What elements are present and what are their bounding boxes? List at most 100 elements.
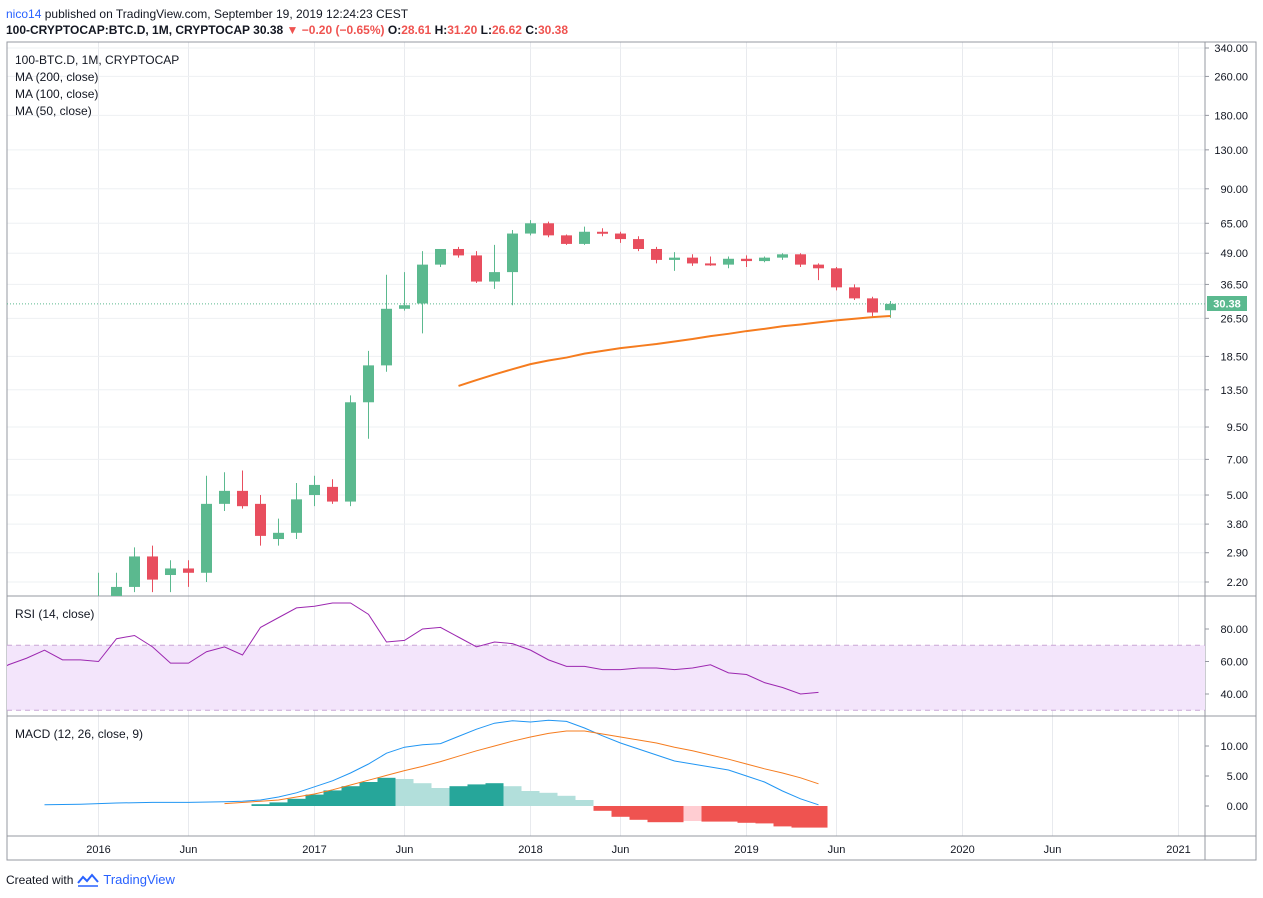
rsi-pane[interactable] bbox=[0, 602, 1205, 711]
candle-body bbox=[129, 556, 140, 587]
price-label-bg bbox=[1207, 296, 1247, 311]
macd-label: MACD (12, 26, close, 9) bbox=[15, 727, 143, 741]
x-tick-label: 2018 bbox=[518, 844, 542, 856]
author-link[interactable]: nico14 bbox=[6, 7, 42, 21]
macd-histogram-bar bbox=[593, 806, 612, 811]
low-label: L: bbox=[480, 23, 492, 37]
close-value: 30.38 bbox=[538, 23, 569, 37]
macd-histogram-bar bbox=[359, 782, 378, 806]
candle-body bbox=[219, 490, 230, 504]
candle-body bbox=[111, 586, 122, 596]
rsi-tick-label: 80.00 bbox=[1220, 624, 1248, 636]
candle-body bbox=[471, 255, 482, 282]
candle-body bbox=[561, 235, 572, 244]
x-tick-label: 2019 bbox=[734, 844, 758, 856]
candle-body bbox=[363, 365, 374, 403]
candle-body bbox=[885, 303, 896, 311]
x-tick-label: 2021 bbox=[1166, 844, 1190, 856]
candle-body bbox=[759, 257, 770, 262]
pane-frames bbox=[6, 41, 1257, 861]
macd-histogram-bar bbox=[773, 806, 792, 827]
candle-body bbox=[507, 233, 518, 273]
macd-histogram-bar bbox=[503, 786, 522, 806]
y-tick-label: 2.20 bbox=[1227, 577, 1248, 589]
open-value: 28.61 bbox=[401, 23, 432, 37]
candle-body bbox=[255, 503, 266, 536]
last-price: 30.38 bbox=[253, 23, 284, 37]
macd-histogram-bar bbox=[431, 788, 450, 806]
candle-body bbox=[399, 305, 410, 309]
macd-pane[interactable] bbox=[44, 719, 828, 828]
chart-header: nico14 published on TradingView.com, Sep… bbox=[6, 6, 568, 38]
candle-body bbox=[165, 568, 176, 576]
candle-body bbox=[813, 264, 824, 269]
x-tick-label: Jun bbox=[1044, 844, 1062, 856]
candle-body bbox=[669, 257, 680, 260]
signal-line bbox=[224, 730, 819, 805]
symbol-line: 100-CRYPTOCAP:BTC.D, 1M, CRYPTOCAP bbox=[6, 23, 250, 37]
legend-ma50: MA (50, close) bbox=[15, 104, 92, 118]
macd-histogram-bar bbox=[485, 783, 504, 806]
candle-body bbox=[777, 254, 788, 258]
close-label: C: bbox=[525, 23, 538, 37]
x-tick-label: Jun bbox=[612, 844, 630, 856]
macd-histogram-bar bbox=[719, 806, 738, 822]
candle-body bbox=[705, 263, 716, 266]
macd-histogram-bar bbox=[467, 784, 486, 806]
low-value: 26.62 bbox=[491, 23, 522, 37]
macd-histogram-bar bbox=[305, 794, 324, 806]
candle-body bbox=[849, 287, 860, 299]
high-label: H: bbox=[434, 23, 448, 37]
y-tick-label: 36.50 bbox=[1220, 279, 1248, 291]
candle-body bbox=[147, 556, 158, 580]
footer: Created with TradingView bbox=[6, 872, 175, 887]
x-tick-label: 2016 bbox=[86, 844, 110, 856]
down-arrow-icon: ▼ bbox=[286, 23, 299, 37]
x-tick-label: 2017 bbox=[302, 844, 326, 856]
candle-body bbox=[741, 258, 752, 262]
rsi-tick-label: 40.00 bbox=[1220, 689, 1248, 701]
candle-body bbox=[543, 223, 554, 236]
rsi-label: RSI (14, close) bbox=[15, 607, 94, 621]
y-tick-label: 13.50 bbox=[1220, 385, 1248, 397]
macd-histogram-bar bbox=[665, 806, 684, 823]
candle-body bbox=[201, 503, 212, 573]
y-tick-label: 3.80 bbox=[1227, 519, 1248, 531]
candle-body bbox=[237, 490, 248, 507]
macd-histogram-bar bbox=[755, 806, 774, 824]
legend-symbol: 100-BTC.D, 1M, CRYPTOCAP bbox=[15, 53, 179, 67]
x-tick-label: Jun bbox=[180, 844, 198, 856]
y-tick-label: 7.00 bbox=[1227, 454, 1248, 466]
y-tick-label: 180.00 bbox=[1214, 110, 1248, 122]
candle-body bbox=[525, 223, 536, 234]
candle-body bbox=[687, 257, 698, 264]
legend-ma100: MA (100, close) bbox=[15, 87, 98, 101]
macd-tick-label: 0.00 bbox=[1227, 801, 1248, 813]
macd-histogram-bar bbox=[251, 804, 270, 806]
macd-histogram-bar bbox=[557, 795, 576, 806]
macd-tick-label: 5.00 bbox=[1227, 771, 1248, 783]
axes: 2016 Jun 2017 Jun 2018 Jun 2019 Jun 2020 Jun 2021 2… bbox=[86, 43, 1248, 856]
macd-histogram-bar bbox=[737, 806, 756, 823]
chart-frame bbox=[6, 41, 1257, 861]
macd-histogram-bar bbox=[323, 790, 342, 806]
candle-body bbox=[327, 486, 338, 502]
candle-body bbox=[723, 258, 734, 265]
candle-body bbox=[417, 264, 428, 304]
price-change: −0.20 (−0.65%) bbox=[301, 23, 385, 37]
y-tick-label: 5.00 bbox=[1227, 490, 1248, 502]
candle-body bbox=[291, 499, 302, 533]
y-tick-label: 65.00 bbox=[1220, 218, 1248, 230]
created-with-text: Created with bbox=[6, 872, 74, 887]
published-text: published on TradingView.com, September … bbox=[44, 7, 409, 21]
macd-histogram-bar bbox=[809, 806, 828, 828]
y-tick-label: 18.50 bbox=[1220, 351, 1248, 363]
candle-body bbox=[651, 248, 662, 260]
macd-histogram-bar bbox=[521, 791, 540, 806]
macd-histogram-bar bbox=[395, 779, 414, 806]
macd-histogram-bar bbox=[611, 806, 630, 817]
price-pane[interactable] bbox=[0, 220, 1205, 622]
tradingview-brand-link[interactable]: TradingView bbox=[103, 872, 175, 887]
macd-tick-label: 10.00 bbox=[1220, 741, 1248, 753]
